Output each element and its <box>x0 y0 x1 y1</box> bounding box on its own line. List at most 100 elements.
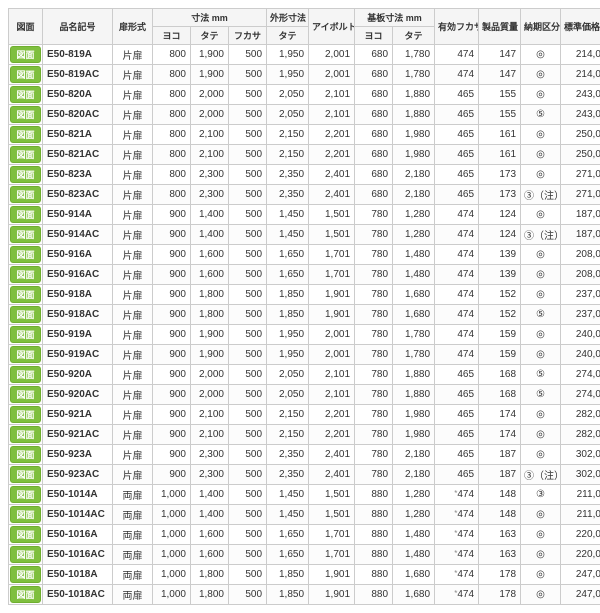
figure-button-cell: 図面 <box>9 345 43 365</box>
figure-button[interactable]: 図面 <box>10 246 40 263</box>
width-cell: 900 <box>153 345 191 365</box>
figure-button[interactable]: 図面 <box>10 226 40 243</box>
model-cell: E50-914AC <box>43 225 113 245</box>
model-cell: E50-1016AC <box>43 545 113 565</box>
figure-button[interactable]: 図面 <box>10 166 40 183</box>
width-cell: 800 <box>153 105 191 125</box>
delivery-cell: ◎ <box>521 505 561 525</box>
height-cell: 2,000 <box>191 85 229 105</box>
model-cell: E50-823AC <box>43 185 113 205</box>
boardw-cell: 780 <box>355 305 393 325</box>
figure-button[interactable]: 図面 <box>10 366 40 383</box>
figure-button[interactable]: 図面 <box>10 186 40 203</box>
figure-button[interactable]: 図面 <box>10 146 40 163</box>
delivery-cell: ◎ <box>521 285 561 305</box>
height-cell: 1,400 <box>191 485 229 505</box>
figure-button[interactable]: 図面 <box>10 386 40 403</box>
figure-button[interactable]: 図面 <box>10 206 40 223</box>
price-cell: 250,000 <box>561 145 600 165</box>
figure-button[interactable]: 図面 <box>10 546 40 563</box>
figure-button[interactable]: 図面 <box>10 266 40 283</box>
boardw-cell: 880 <box>355 565 393 585</box>
col-outer: 外形寸法 mm <box>267 9 309 27</box>
figure-button[interactable]: 図面 <box>10 86 40 103</box>
delivery-cell: ◎ <box>521 245 561 265</box>
figure-button[interactable]: 図面 <box>10 506 40 523</box>
boardh-cell: 1,980 <box>393 145 435 165</box>
effdepth-cell: 474 <box>435 205 479 225</box>
boardw-cell: 780 <box>355 385 393 405</box>
eyebolt-cell: 2,401 <box>309 165 355 185</box>
depth-cell: 500 <box>229 325 267 345</box>
width-cell: 1,000 <box>153 565 191 585</box>
width-cell: 900 <box>153 325 191 345</box>
table-row: 図面E50-918A片扉9001,8005001,8501,9017801,68… <box>9 285 600 305</box>
figure-button[interactable]: 図面 <box>10 486 40 503</box>
eyebolt-cell: 1,501 <box>309 485 355 505</box>
figure-button[interactable]: 図面 <box>10 46 40 63</box>
door-cell: 片扉 <box>113 145 153 165</box>
model-cell: E50-919AC <box>43 345 113 365</box>
outerh-cell: 1,650 <box>267 525 309 545</box>
figure-button[interactable]: 図面 <box>10 466 40 483</box>
eyebolt-cell: 1,901 <box>309 285 355 305</box>
boardw-cell: 880 <box>355 505 393 525</box>
table-row: 図面E50-916AC片扉9001,6005001,6501,7017801,4… <box>9 265 600 285</box>
boardh-cell: 1,680 <box>393 565 435 585</box>
height-cell: 1,900 <box>191 65 229 85</box>
depth-cell: 500 <box>229 445 267 465</box>
model-cell: E50-916A <box>43 245 113 265</box>
width-cell: 1,000 <box>153 525 191 545</box>
col-dim: 寸法 mm <box>153 9 267 27</box>
figure-button-cell: 図面 <box>9 265 43 285</box>
depth-cell: 500 <box>229 65 267 85</box>
figure-button-cell: 図面 <box>9 365 43 385</box>
figure-button[interactable]: 図面 <box>10 446 40 463</box>
boardh-cell: 1,480 <box>393 265 435 285</box>
table-row: 図面E50-1016AC両扉1,0001,6005001,6501,701880… <box>9 545 600 565</box>
depth-cell: 500 <box>229 485 267 505</box>
figure-button[interactable]: 図面 <box>10 406 40 423</box>
boardh-cell: 2,180 <box>393 445 435 465</box>
width-cell: 900 <box>153 365 191 385</box>
figure-button[interactable]: 図面 <box>10 346 40 363</box>
outerh-cell: 2,050 <box>267 385 309 405</box>
depth-cell: 500 <box>229 585 267 605</box>
eyebolt-cell: 2,201 <box>309 125 355 145</box>
boardw-cell: 880 <box>355 525 393 545</box>
model-cell: E50-923A <box>43 445 113 465</box>
figure-button-cell: 図面 <box>9 185 43 205</box>
height-cell: 2,300 <box>191 465 229 485</box>
figure-button[interactable]: 図面 <box>10 526 40 543</box>
boardh-cell: 1,280 <box>393 485 435 505</box>
spec-table: 図面 品名記号 扉形式 寸法 mm 外形寸法 mm アイボルト含寸法 タテ mm… <box>8 8 600 605</box>
width-cell: 900 <box>153 305 191 325</box>
width-cell: 800 <box>153 165 191 185</box>
figure-button-cell: 図面 <box>9 505 43 525</box>
figure-button[interactable]: 図面 <box>10 586 40 603</box>
boardw-cell: 780 <box>355 265 393 285</box>
outerh-cell: 1,950 <box>267 45 309 65</box>
figure-button[interactable]: 図面 <box>10 66 40 83</box>
door-cell: 片扉 <box>113 265 153 285</box>
effdepth-cell: 474 <box>435 225 479 245</box>
mass-cell: 174 <box>479 425 521 445</box>
boardh-cell: 1,480 <box>393 525 435 545</box>
width-cell: 900 <box>153 425 191 445</box>
figure-button-cell: 図面 <box>9 465 43 485</box>
figure-button[interactable]: 図面 <box>10 286 40 303</box>
figure-button[interactable]: 図面 <box>10 326 40 343</box>
table-row: 図面E50-820A片扉8002,0005002,0502,1016801,88… <box>9 85 600 105</box>
figure-button-cell: 図面 <box>9 585 43 605</box>
model-cell: E50-920AC <box>43 385 113 405</box>
figure-button[interactable]: 図面 <box>10 306 40 323</box>
figure-button[interactable]: 図面 <box>10 106 40 123</box>
boardw-cell: 680 <box>355 165 393 185</box>
figure-button[interactable]: 図面 <box>10 566 40 583</box>
mass-cell: 163 <box>479 545 521 565</box>
table-row: 図面E50-914A片扉9001,4005001,4501,5017801,28… <box>9 205 600 225</box>
figure-button[interactable]: 図面 <box>10 126 40 143</box>
table-row: 図面E50-1016A両扉1,0001,6005001,6501,7018801… <box>9 525 600 545</box>
figure-button[interactable]: 図面 <box>10 426 40 443</box>
model-cell: E50-819AC <box>43 65 113 85</box>
